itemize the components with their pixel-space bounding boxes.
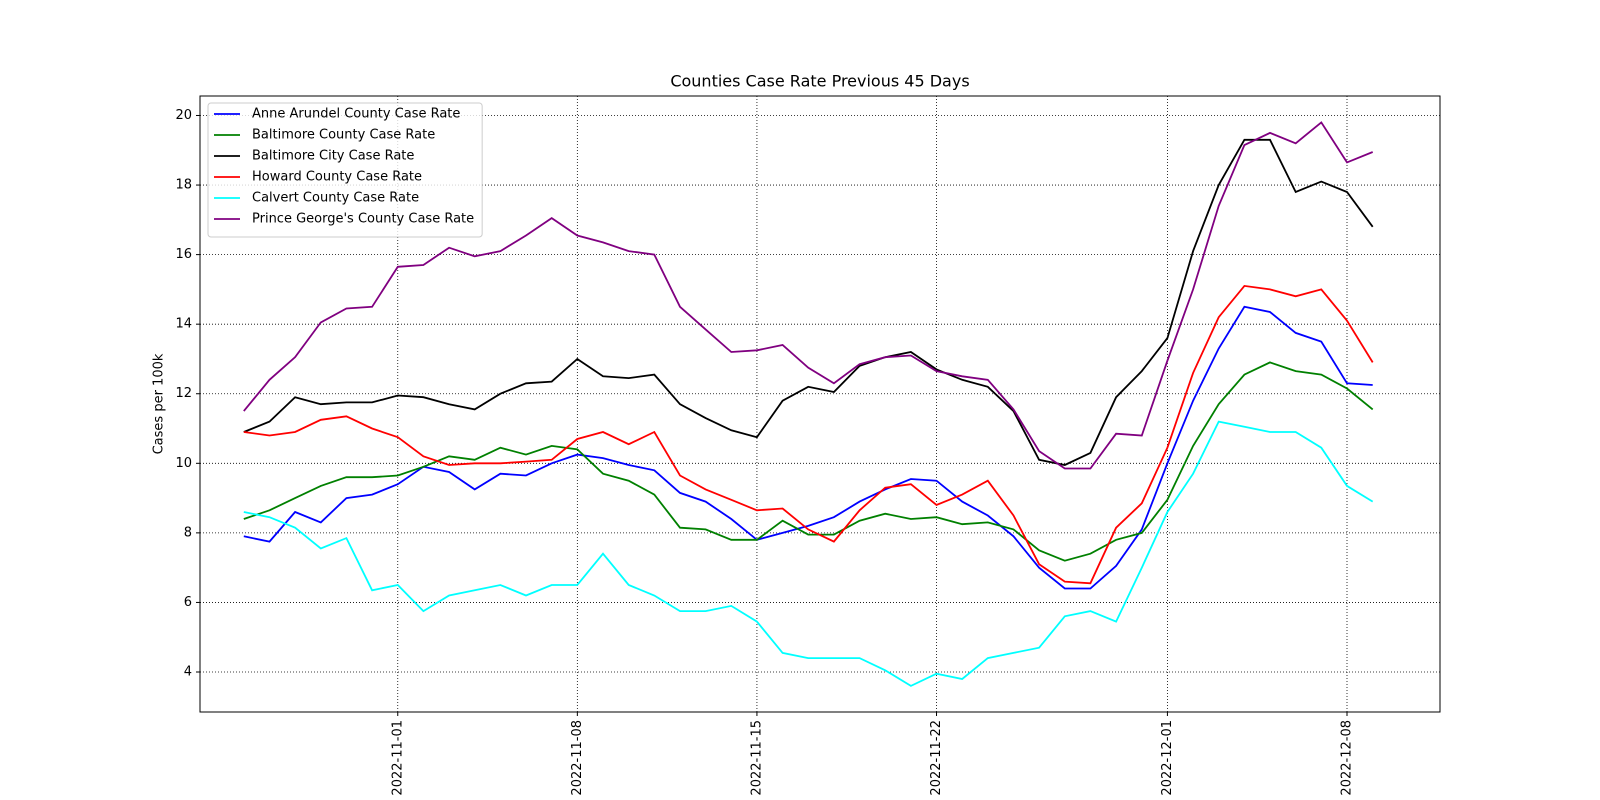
y-tick-label: 8 (184, 525, 192, 540)
y-tick-label: 6 (184, 595, 192, 610)
legend-label: Anne Arundel County Case Rate (252, 107, 460, 122)
legend-label: Prince George's County Case Rate (252, 212, 474, 227)
legend-label: Calvert County Case Rate (252, 191, 419, 206)
series-line (243, 121, 1374, 470)
chart-title: Counties Case Rate Previous 45 Days (670, 72, 969, 91)
x-tick-label: 2022-12-01 (1160, 720, 1175, 796)
x-tick-label: 2022-11-08 (570, 720, 585, 796)
legend-label: Howard County Case Rate (252, 170, 422, 185)
axes-frame (199, 95, 1441, 713)
x-tick-label: 2022-11-15 (749, 720, 764, 796)
x-tick-label: 2022-12-08 (1340, 720, 1355, 796)
y-tick-label: 10 (175, 456, 192, 471)
legend-box (207, 102, 483, 238)
y-tick-label: 12 (175, 386, 192, 401)
y-tick-label: 16 (175, 247, 192, 262)
series-line (243, 284, 1374, 585)
x-tick-label: 2022-11-01 (390, 720, 405, 796)
series-line (243, 138, 1374, 466)
x-tick-label: 2022-11-22 (929, 720, 944, 796)
series-line (243, 361, 1374, 562)
y-tick-label: 14 (175, 317, 192, 332)
legend: Anne Arundel County Case Rate Baltimore C… (207, 102, 483, 238)
legend-label: Baltimore City Case Rate (252, 149, 414, 164)
y-tick-label: 4 (184, 665, 192, 680)
y-tick-label: 18 (175, 178, 192, 193)
series-line (243, 305, 1373, 590)
legend-label: Baltimore County Case Rate (252, 128, 435, 143)
series-line (243, 420, 1374, 687)
y-axis-label: Cases per 100k (152, 353, 167, 454)
y-tick-label: 20 (175, 108, 192, 123)
